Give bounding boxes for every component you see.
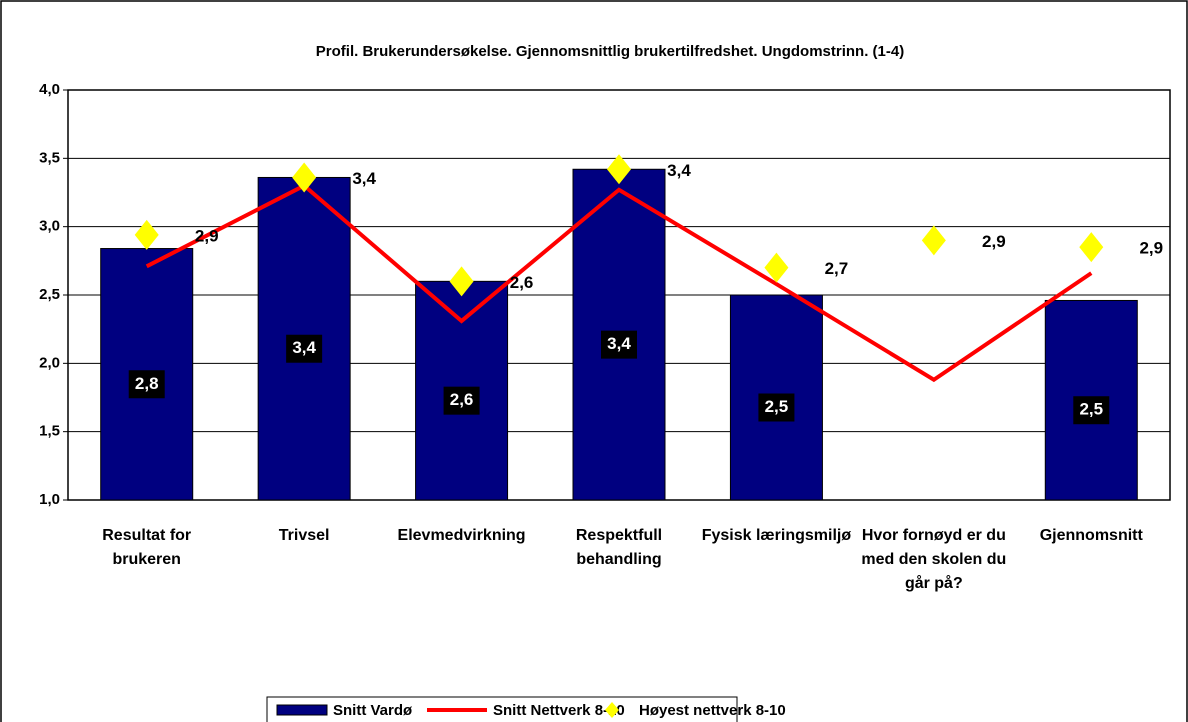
value-label: 3,4 (292, 338, 316, 357)
diamond-marker (607, 154, 631, 185)
value-label-box (601, 330, 637, 359)
x-tick-label: Gjennomsnitt (1039, 527, 1143, 544)
x-tick-label: Hvor fornøyd er du med den skolen du går… (861, 527, 1007, 592)
value-label: 2,7 (825, 259, 849, 278)
value-label: 2,5 (765, 397, 789, 416)
y-tick-label: 2,0 (39, 354, 60, 371)
value-label: 2,6 (450, 390, 474, 409)
diamond-marker (1079, 232, 1104, 263)
diamond-marker (134, 219, 159, 250)
value-label: 3,4 (667, 161, 691, 180)
value-label: 2,9 (195, 226, 219, 245)
value-label-box (286, 334, 323, 363)
value-label: 2,9 (982, 232, 1006, 251)
x-tick-label: Elevmedvirkning (397, 527, 526, 544)
y-tick-label: 3,0 (39, 218, 60, 235)
value-label: 2,8 (135, 374, 159, 393)
value-label: 3,4 (607, 334, 631, 353)
value-label-box (1073, 396, 1110, 425)
y-tick-label: 1,0 (39, 491, 60, 508)
legend-label: Snitt Nettverk 8-10 (493, 702, 625, 719)
value-label: 3,4 (352, 169, 376, 188)
legend-swatch (605, 702, 619, 718)
diamond-marker (292, 162, 317, 193)
value-label-box (758, 393, 795, 422)
x-tick-label: Trivsel (278, 527, 330, 544)
x-tick-label: Respektfull behandling (575, 527, 663, 568)
y-tick-label: 2,5 (39, 286, 60, 303)
value-label-box (128, 370, 165, 399)
chart-title: Profil. Brukerundersøkelse. Gjennomsnitt… (316, 43, 904, 60)
legend-swatch (276, 704, 328, 716)
diamond-marker (921, 225, 946, 256)
diamond-marker (764, 252, 789, 283)
y-tick-label: 3,5 (39, 149, 60, 166)
x-tick-label: Resultat for brukeren (102, 527, 192, 568)
value-label: 2,9 (1139, 239, 1163, 258)
value-label-box (443, 386, 480, 415)
value-label: 2,5 (1079, 400, 1103, 419)
diamond-marker (449, 266, 474, 297)
legend-label: Høyest nettverk 8-10 (639, 702, 786, 719)
legend-box (266, 696, 738, 722)
value-label: 2,6 (510, 273, 534, 292)
x-tick-label: Fysisk læringsmiljø (701, 527, 852, 544)
y-tick-label: 4,0 (39, 81, 60, 98)
legend-label: Snitt Vardø (333, 702, 413, 719)
y-tick-label: 1,5 (39, 423, 60, 440)
